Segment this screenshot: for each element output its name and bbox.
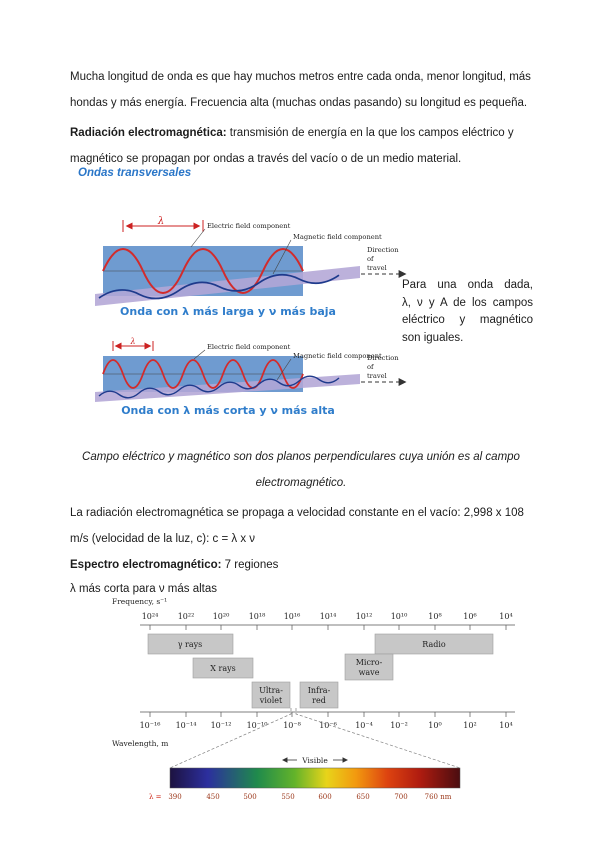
magnetic-wave — [98, 273, 340, 300]
paragraph-radiacion: Radiación electromagnética: transmisión … — [70, 120, 532, 172]
magnetic-label-pointer — [272, 239, 292, 275]
wave-caption-long: Onda con λ más larga y ν más baja — [120, 305, 336, 318]
region-label: red — [312, 696, 326, 705]
freq-tick-label: 10¹⁰ — [391, 612, 408, 621]
region-label: X rays — [210, 664, 235, 673]
freq-tick-label: 10²² — [178, 612, 195, 621]
visible-spectrum-bar — [169, 767, 461, 789]
frequency-axis-label: Frequency, s⁻¹ — [112, 597, 167, 606]
freq-tick-label: 10⁶ — [463, 612, 476, 621]
region-label: Radio — [422, 640, 446, 649]
side-note-line: Para una onda dada, — [402, 279, 533, 291]
direction-label-line3: travel — [367, 372, 387, 380]
electric-field-label: Electric field component — [207, 343, 291, 351]
direction-label-line2: of — [367, 255, 374, 263]
frequency-axis-ticks — [149, 625, 507, 630]
magnetic-wave — [98, 375, 340, 399]
heading-ondas-transversales: Ondas transversales — [78, 167, 192, 179]
region-label: wave — [359, 668, 380, 677]
wave-diagram-short-wavelength: λ Electric field component Magnetic fiel… — [95, 337, 407, 402]
wavelength-tick-label: 10⁰ — [428, 721, 441, 730]
visible-tick-label: 700 — [394, 793, 407, 801]
lambda-symbol: λ — [157, 216, 164, 227]
side-note-line: λ, ν y A de los campos — [402, 296, 533, 309]
freq-tick-label: 10¹² — [356, 612, 373, 621]
visible-guide-line-right — [295, 708, 461, 769]
region-label: Ultra- — [259, 686, 283, 695]
region-box-radio: Radio — [374, 633, 494, 655]
note-perpendicular-planes: Campo eléctrico y magnético son dos plan… — [82, 451, 520, 489]
wave-diagram-long-wavelength: λ Electric field component Magnetic fiel… — [95, 216, 407, 306]
electric-wave — [102, 248, 304, 294]
region-label: γ rays — [178, 640, 203, 649]
region-box-gamma-rays: γ rays — [147, 633, 234, 655]
visible-tick-label: 600 — [318, 793, 331, 801]
region-label: Infra- — [308, 686, 331, 695]
paragraph-espectro: Espectro electromagnético: 7 regiones — [70, 552, 532, 578]
magnetic-field-label: Magnetic field component — [293, 352, 382, 360]
freq-tick-label: 10⁴ — [499, 612, 512, 621]
visible-tick-label: 760 nm — [425, 793, 452, 801]
paragraph-intro: Mucha longitud de onda es que hay muchos… — [70, 71, 531, 109]
term-radiacion: Radiación electromagnética: — [70, 127, 227, 139]
definition-radiacion: transmisión de energía en la que los cam… — [70, 127, 514, 165]
visible-tick-label: 390 — [168, 793, 181, 801]
freq-tick-label: 10¹⁶ — [284, 612, 301, 621]
visible-label: Visible — [301, 756, 328, 765]
region-box-x-rays: X rays — [192, 657, 254, 679]
wavelength-tick-label: 10² — [463, 721, 476, 730]
direction-label-line2: of — [367, 363, 374, 371]
definition-espectro: 7 regiones — [221, 559, 279, 571]
freq-tick-label: 10¹⁴ — [320, 612, 337, 621]
visible-tick-label: 550 — [281, 793, 294, 801]
wavelength-tick-label: 10⁻² — [390, 721, 408, 730]
note-lambda-corta: λ más corta para ν más altas — [70, 583, 217, 595]
magnetic-label-pointer — [276, 358, 292, 381]
paragraph-velocidad: La radiación electromagnética se propaga… — [70, 507, 524, 545]
wavelength-tick-label: 10⁻⁸ — [283, 721, 301, 730]
wavelength-axis-ticks — [149, 712, 507, 717]
wavelength-tick-label: 10⁻¹⁶ — [140, 721, 161, 730]
side-note: Para una onda dada, λ, ν y A de los camp… — [402, 277, 533, 347]
wave-caption-short: Onda con λ más corta y ν más alta — [121, 404, 335, 417]
electric-field-label: Electric field component — [207, 222, 291, 230]
wavelength-axis-label: Wavelength, m — [112, 739, 168, 748]
freq-tick-label: 10⁸ — [428, 612, 441, 621]
freq-tick-label: 10¹⁸ — [249, 612, 266, 621]
wavelength-tick-label: 10⁴ — [499, 721, 512, 730]
magnetic-field-plane — [95, 374, 360, 402]
visible-tick-label: 500 — [243, 793, 256, 801]
wavelength-tick-label: 10⁻⁴ — [355, 721, 373, 730]
visible-lambda-prefix: λ = — [149, 793, 162, 801]
wavelength-tick-label: 10⁻⁶ — [319, 721, 337, 730]
direction-label-line1: Direction — [367, 246, 399, 254]
visible-tick-label: 650 — [356, 793, 369, 801]
electric-label-pointer — [190, 228, 206, 248]
wavelength-tick-label: 10⁻¹⁴ — [176, 721, 197, 730]
direction-label-line3: travel — [367, 264, 387, 272]
freq-tick-label: 10²⁰ — [213, 612, 230, 621]
magnetic-field-label: Magnetic field component — [293, 233, 382, 241]
term-espectro: Espectro electromagnético: — [70, 559, 222, 571]
region-label: violet — [259, 696, 283, 705]
region-box-infrared: Infra- red — [299, 681, 339, 709]
electric-wave — [102, 359, 304, 389]
spectrum-figure: Frequency, s⁻¹ 10²⁴ 10²² 10²⁰ 10¹⁸ 10¹⁶ … — [112, 597, 515, 801]
visible-tick-label: 450 — [206, 793, 219, 801]
region-label: Micro- — [356, 658, 383, 667]
freq-tick-label: 10²⁴ — [142, 612, 159, 621]
side-note-line: son iguales. — [402, 331, 464, 344]
direction-label-line1: Direction — [367, 354, 399, 362]
lambda-symbol: λ — [129, 337, 135, 346]
wavelength-tick-label: 10⁻¹² — [211, 721, 232, 730]
electric-label-pointer — [193, 349, 206, 360]
wavelength-tick-label: 10⁻¹⁰ — [247, 721, 268, 730]
region-box-microwave: Micro- wave — [344, 653, 394, 681]
visible-guide-line-left — [169, 708, 292, 769]
side-note-line: eléctrico y magnético — [402, 314, 533, 326]
region-box-ultraviolet: Ultra- violet — [251, 681, 291, 709]
